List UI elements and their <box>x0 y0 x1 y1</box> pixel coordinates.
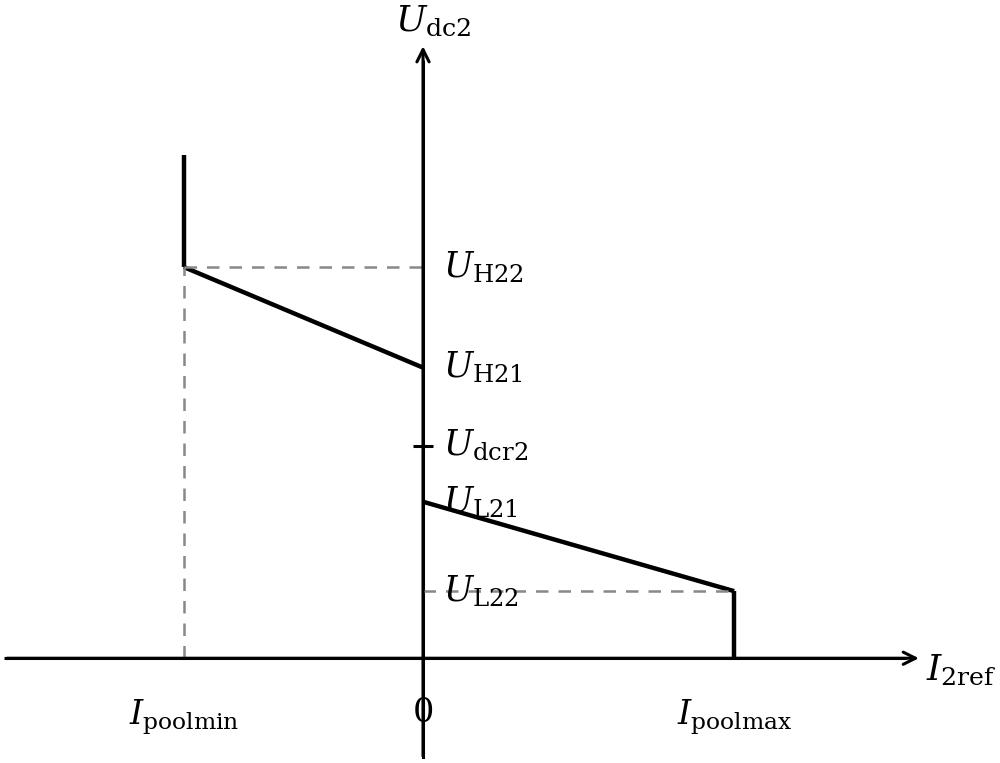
Text: $I_{\mathrm{2ref}}$: $I_{\mathrm{2ref}}$ <box>926 652 996 687</box>
Text: $0$: $0$ <box>412 697 434 729</box>
Text: $U_{\mathrm{L22}}$: $U_{\mathrm{L22}}$ <box>443 573 519 609</box>
Text: $U_{\mathrm{H21}}$: $U_{\mathrm{H21}}$ <box>443 349 523 385</box>
Text: $U_{\mathrm{L21}}$: $U_{\mathrm{L21}}$ <box>443 484 518 520</box>
Text: $U_{\mathrm{dcr2}}$: $U_{\mathrm{dcr2}}$ <box>443 428 528 463</box>
Text: $U_{\mathrm{H22}}$: $U_{\mathrm{H22}}$ <box>443 250 524 285</box>
Text: $U_{\mathrm{dc2}}$: $U_{\mathrm{dc2}}$ <box>395 3 472 38</box>
Text: $I_{\mathrm{poolmin}}$: $I_{\mathrm{poolmin}}$ <box>129 697 239 737</box>
Text: $I_{\mathrm{poolmax}}$: $I_{\mathrm{poolmax}}$ <box>677 697 792 737</box>
